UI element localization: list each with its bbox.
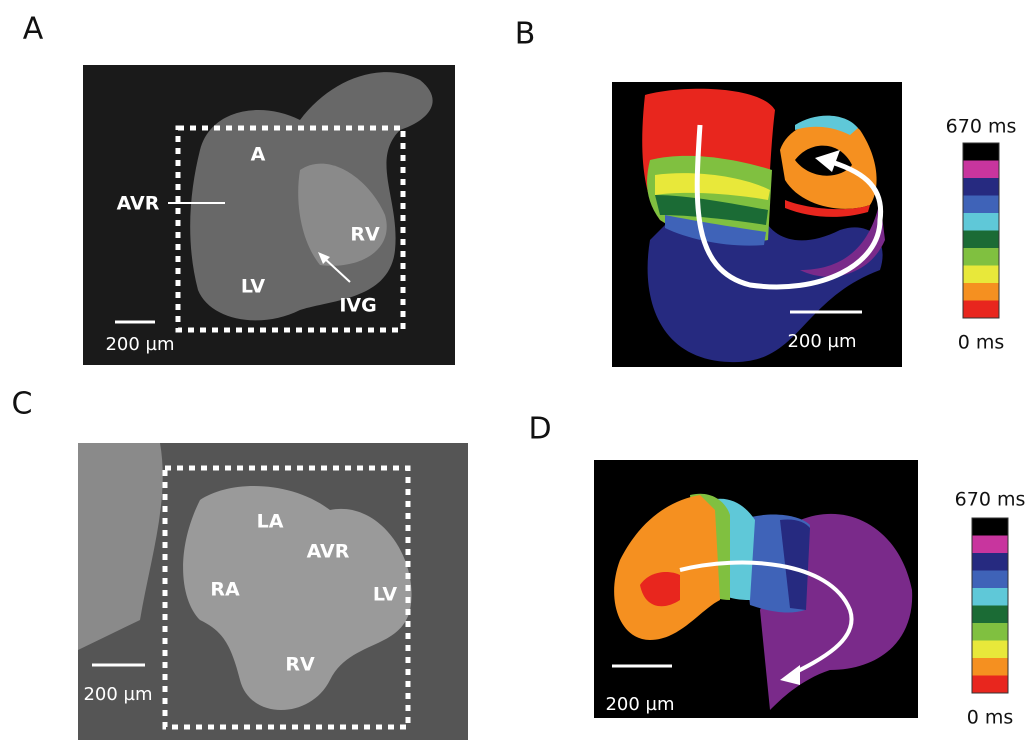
scale-bar-label: 200 µm [105, 334, 174, 355]
colorbar [963, 143, 999, 318]
figure: A A AVR RV LV IVG 200 µm B 200 µm 670 ms… [0, 0, 1034, 747]
panel-letter: A [23, 12, 44, 47]
region-label: RA [210, 579, 240, 601]
colorbar-min: 0 ms [967, 707, 1014, 729]
region-label: RV [285, 654, 315, 676]
panel-letter: C [12, 387, 33, 422]
region-label: RV [350, 224, 380, 246]
region-label: LV [373, 584, 397, 606]
panel-letter: B [515, 17, 536, 52]
scale-bar-label: 200 µm [605, 694, 674, 715]
image-a [83, 65, 455, 365]
colorbar-min: 0 ms [958, 332, 1005, 354]
region-label: A [251, 144, 266, 166]
colorbar-max: 670 ms [955, 489, 1026, 511]
map-b [612, 82, 902, 367]
scale-bar-label: 200 µm [787, 331, 856, 352]
region-label: AVR [117, 193, 160, 215]
region-label: LA [257, 511, 284, 533]
map-d [594, 460, 918, 718]
region-label: IVG [339, 295, 376, 317]
region-label: AVR [307, 541, 350, 563]
scale-bar-label: 200 µm [83, 684, 152, 705]
colorbar-max: 670 ms [946, 116, 1017, 138]
panel-letter: D [528, 412, 551, 447]
colorbar [972, 518, 1008, 693]
region-label: LV [241, 276, 265, 298]
